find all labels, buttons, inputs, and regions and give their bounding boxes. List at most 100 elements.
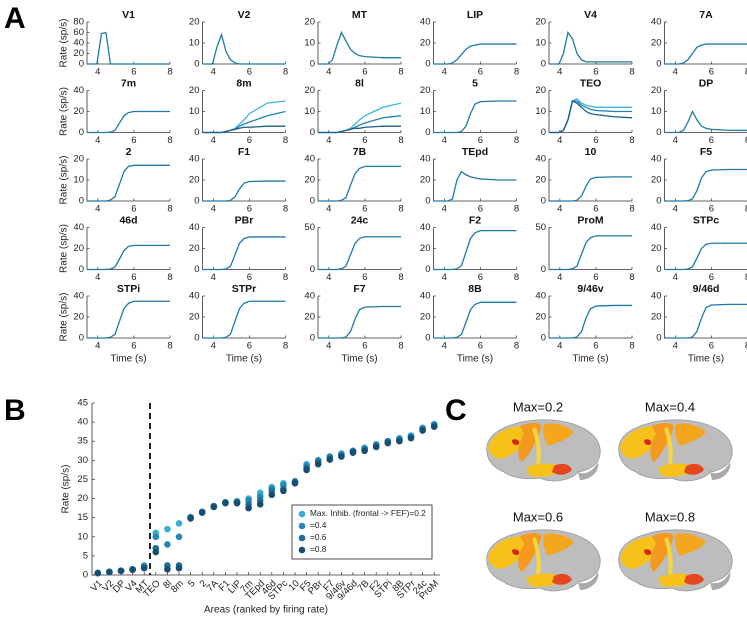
x-tick-label: 4: [673, 67, 678, 78]
rate-point: [384, 439, 392, 447]
x-tick-label: 6: [709, 204, 714, 215]
y-tick-label: 0: [310, 333, 315, 344]
y-tick-label: 20: [73, 243, 84, 254]
y-tick-label: 60: [73, 27, 84, 38]
x-tick-label: 4: [557, 204, 562, 215]
axes: [664, 159, 747, 202]
x-tick-label: 8: [398, 272, 403, 283]
panel-title: F7: [353, 283, 365, 295]
y-tick-label: 0: [656, 59, 661, 70]
axes: [202, 22, 286, 65]
x-tick-label: 4: [211, 135, 216, 146]
y-tick-label: 0: [656, 196, 661, 207]
rate-point: [164, 541, 171, 548]
x-tick-label: 8: [745, 204, 747, 215]
y-tick-label: 0: [79, 264, 84, 275]
panel-title: PBr: [235, 214, 254, 226]
x-axis-label: Time (s): [572, 354, 608, 365]
y-tick-label: 10: [535, 106, 546, 117]
y-tick-label: 0: [541, 196, 546, 207]
y-tick-label: 20: [304, 312, 315, 323]
x-tick-label: 4: [211, 341, 216, 352]
x-tick-label: 8: [745, 67, 747, 78]
x-tick-label: 8: [514, 272, 519, 283]
x-tick-label: 4: [673, 204, 678, 215]
y-tick-label: 50: [535, 222, 546, 233]
panel-title: ProM: [577, 214, 604, 226]
brain-map: [616, 417, 735, 483]
x-tick-label: 8: [398, 204, 403, 215]
x-tick-label: 8: [745, 341, 747, 352]
legend-label: =0.4: [310, 520, 327, 530]
rate-point: [314, 460, 322, 468]
y-tick-label: 0: [310, 196, 315, 207]
x-tick-label: 4: [95, 67, 100, 78]
panel-title: 10: [585, 146, 597, 158]
rate-line: [549, 176, 632, 202]
y-tick-label: 0: [79, 59, 84, 70]
x-tick-label: 6: [593, 135, 598, 146]
y-axis-label: Rate (sp/s): [59, 19, 70, 68]
x-tick-label: 6: [593, 204, 598, 215]
panel-title: TEO: [580, 77, 602, 89]
rate-point: [245, 504, 252, 512]
x-tick-label: 4: [95, 204, 100, 215]
x-tick-label: 4: [673, 272, 678, 283]
rate-line: [87, 164, 170, 202]
x-tick-label: 8: [167, 272, 172, 283]
y-tick-label: 40: [651, 17, 662, 28]
x-tick-label: 8: [745, 272, 747, 283]
rate-point: [94, 569, 102, 577]
rate-line: [202, 110, 286, 134]
x-tick-label: 4: [442, 67, 447, 78]
y-tick-label: 20: [420, 243, 431, 254]
x-tick-label: 8: [283, 67, 288, 78]
x-tick-label: 4: [557, 67, 562, 78]
rate-line: [664, 168, 747, 202]
x-tick-label: 8: [167, 67, 172, 78]
rate-point: [210, 503, 218, 511]
x-tick-label: 4: [326, 67, 331, 78]
rate-line: [664, 110, 747, 134]
map-title: Max=0.6: [513, 509, 563, 524]
y-tick-label: 20: [535, 17, 546, 28]
y-tick-label: 0: [425, 127, 430, 138]
x-tick-label: 6: [131, 67, 136, 78]
panel-title: F5: [700, 146, 712, 158]
panel-title: 2: [126, 146, 132, 158]
axes: [91, 403, 440, 576]
rate-line: [202, 180, 286, 202]
rate-point: [106, 568, 113, 576]
y-tick-label: 5: [83, 550, 88, 561]
x-tick-label: 6: [362, 272, 367, 283]
y-tick-label: 10: [535, 38, 546, 49]
y-tick-label: 0: [194, 59, 199, 70]
y-tick-label: 20: [77, 493, 88, 504]
x-tick-label: 4: [95, 341, 100, 352]
y-tick-label: 80: [73, 17, 84, 28]
x-axis-label: Time (s): [226, 354, 262, 365]
rate-line: [202, 300, 286, 339]
y-tick-label: 20: [651, 312, 662, 323]
y-tick-label: 20: [73, 312, 84, 323]
y-tick-label: 40: [189, 154, 200, 165]
y-tick-label: 20: [304, 175, 315, 186]
y-axis-label: Rate (sp/s): [61, 465, 72, 514]
panel-title: 5: [472, 77, 478, 89]
y-tick-label: 0: [541, 127, 546, 138]
panel-title: 8l: [355, 77, 364, 89]
y-tick-label: 10: [77, 531, 88, 542]
legend-marker: [298, 546, 306, 554]
rate-point: [419, 427, 426, 434]
rate-point: [396, 437, 403, 445]
y-tick-label: 40: [304, 154, 315, 165]
x-tick-label: 4: [673, 341, 678, 352]
axes: [433, 227, 517, 270]
x-tick-label: 8: [514, 135, 519, 146]
rate-point: [326, 456, 334, 463]
axes: [317, 227, 401, 270]
y-tick-label: 20: [420, 85, 431, 96]
x-axis-label: Areas (ranked by firing rate): [204, 605, 328, 616]
x-tick-label: 6: [247, 67, 252, 78]
panel-title: 9/46d: [693, 283, 720, 295]
